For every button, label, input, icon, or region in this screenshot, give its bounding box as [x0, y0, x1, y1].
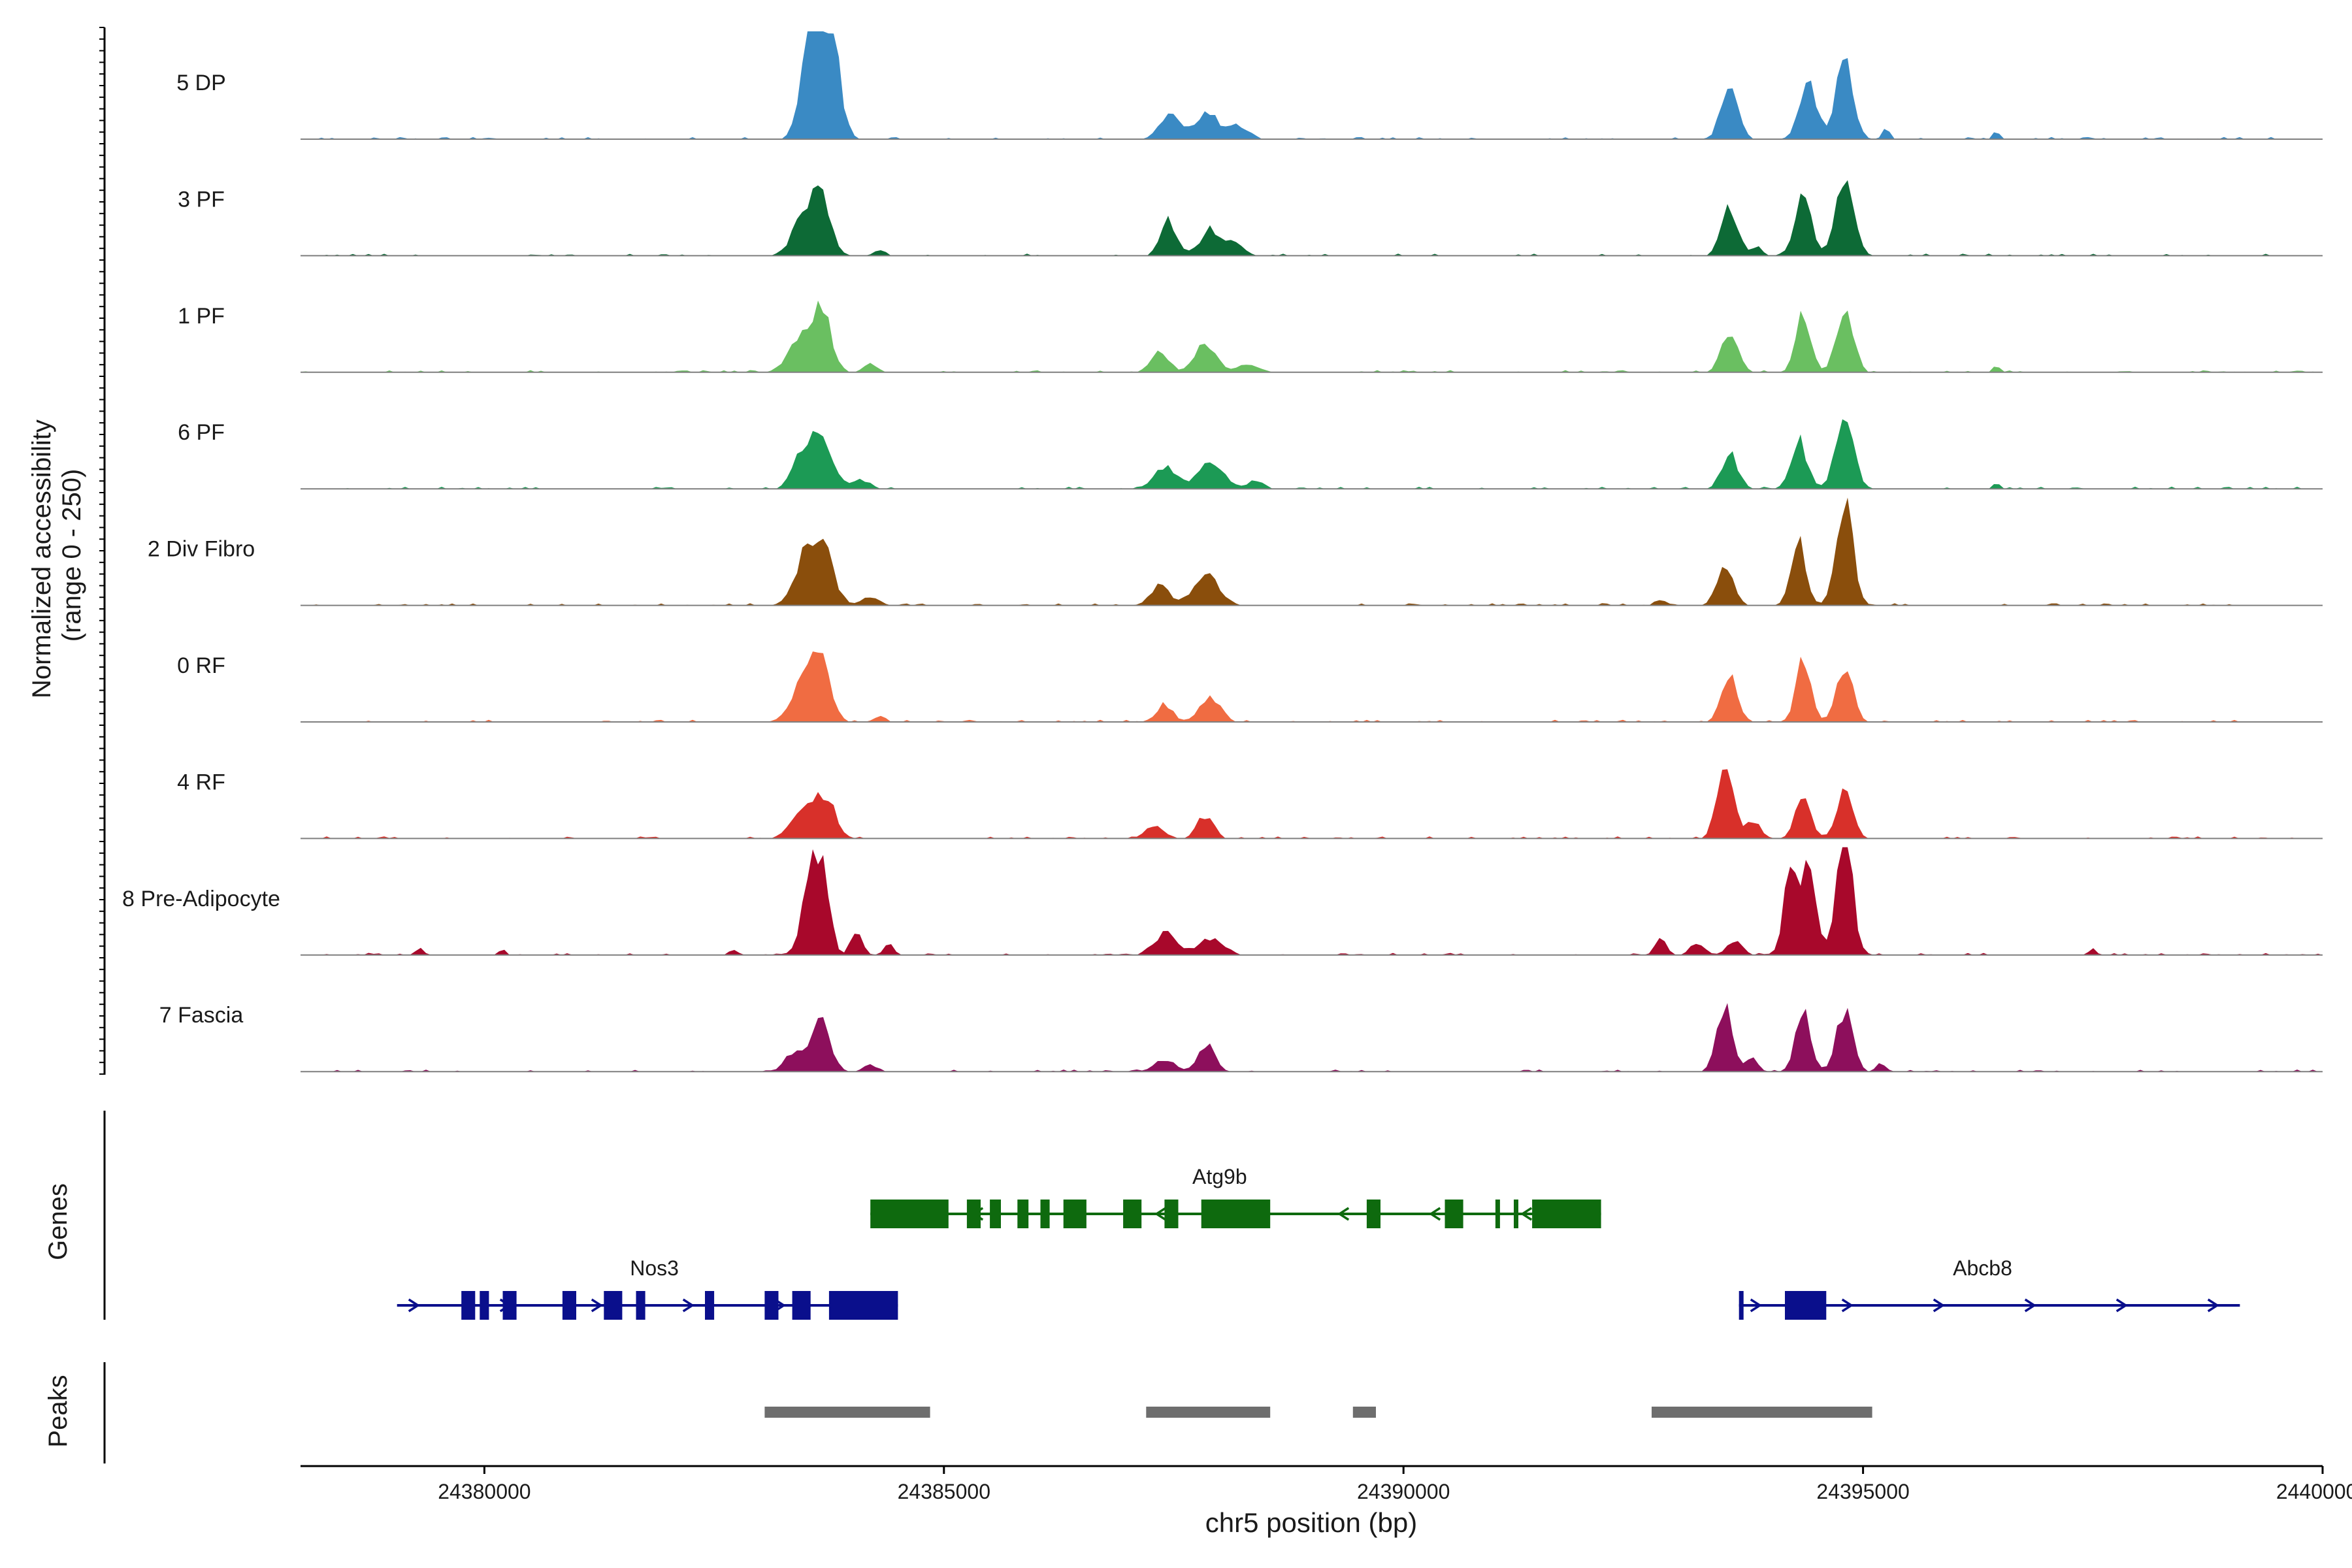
gene-exon [764, 1291, 779, 1320]
x-axis-label: chr5 position (bp) [1205, 1507, 1418, 1538]
peak-track [103, 1362, 1872, 1463]
strand-arrow [591, 1298, 603, 1313]
track-6-pf: 6 PF [178, 419, 2323, 490]
strand-arrow [2024, 1298, 2036, 1313]
strand-arrow [1933, 1298, 1945, 1313]
strand-arrow [1520, 1207, 1533, 1221]
track-7-fascia: 7 Fascia [159, 1003, 2323, 1073]
gene-exon [792, 1291, 811, 1320]
strand-arrow [1154, 1207, 1167, 1221]
track-label-0-rf: 0 RF [177, 653, 225, 678]
x-tick-label: 24385000 [898, 1480, 990, 1503]
gene-exon [480, 1291, 489, 1320]
gene-label-nos3: Nos3 [630, 1256, 679, 1280]
strand-arrow [682, 1298, 694, 1313]
strand-arrow [408, 1298, 420, 1313]
track-0-rf: 0 RF [177, 651, 2323, 723]
gene-exon [1532, 1200, 1601, 1228]
coverage-area-8-pre-adipocyte [301, 847, 2323, 955]
gene-exon [1445, 1200, 1463, 1228]
gene-exon [1063, 1200, 1086, 1228]
gene-label-abcb8: Abcb8 [1953, 1256, 2012, 1280]
track-5-dp: 5 DP [176, 31, 2323, 140]
peak-region [1146, 1407, 1271, 1418]
coverage-area-7-fascia [301, 1003, 2323, 1072]
gene-exon [1785, 1291, 1827, 1320]
track-label-5-dp: 5 DP [176, 71, 226, 95]
strand-arrow [1428, 1207, 1441, 1221]
genes-track-label: Genes [44, 1183, 73, 1260]
coverage-area-6-pf [301, 419, 2323, 489]
peak-region [1652, 1407, 1872, 1418]
track-label-3-pf: 3 PF [178, 187, 225, 212]
gene-exon [461, 1291, 476, 1320]
y-axis-label: Normalized accessibility (range 0 - 250) [27, 412, 86, 698]
gene-abcb8: Abcb8 [1739, 1256, 2240, 1320]
gene-exon [502, 1291, 517, 1320]
gene-exon [990, 1200, 1001, 1228]
gene-exon [636, 1291, 645, 1320]
strand-arrow [1750, 1298, 1762, 1313]
coverage-tracks: 5 DP 3 PF 1 PF 6 PF 2 Div Fibro 0 RF 4 RF 8 Pre… [99, 27, 2323, 1075]
peaks-track-label: Peaks [44, 1375, 73, 1447]
track-label-2-div-fibro: 2 Div Fibro [148, 537, 255, 562]
gene-exon [828, 1291, 898, 1320]
gene-atg9b: Atg9b [870, 1165, 1601, 1228]
track-label-1-pf: 1 PF [178, 304, 225, 329]
x-tick-label: 24380000 [438, 1480, 531, 1503]
gene-exon [1366, 1200, 1380, 1228]
gene-exon [1164, 1200, 1179, 1228]
y-axis-label-line2: (range 0 - 250) [57, 469, 86, 642]
x-tick-label: 24400000 [2276, 1480, 2352, 1503]
x-axis: 24380000 24385000 24390000 24395000 24400000 [301, 1465, 2352, 1503]
peak-region [764, 1407, 930, 1418]
gene-exon [870, 1200, 949, 1228]
coverage-area-2-div-fibro [301, 497, 2323, 606]
track-label-8-pre-adipocyte: 8 Pre-Adipocyte [122, 887, 280, 911]
gene-exon [1514, 1200, 1518, 1228]
coverage-area-3-pf [301, 180, 2323, 256]
gene-exon [1201, 1200, 1271, 1228]
coverage-area-5-dp [301, 31, 2323, 139]
gene-label-atg9b: Atg9b [1192, 1165, 1247, 1188]
gene-exon [604, 1291, 623, 1320]
coverage-area-4-rf [301, 769, 2323, 839]
track-2-div-fibro: 2 Div Fibro [148, 497, 2323, 606]
track-label-7-fascia: 7 Fascia [159, 1003, 244, 1028]
track-8-pre-adipocyte: 8 Pre-Adipocyte [122, 847, 2323, 956]
gene-exon [1123, 1200, 1142, 1228]
strand-arrow [2207, 1298, 2219, 1313]
x-tick-label: 24390000 [1357, 1480, 1450, 1503]
coverage-area-0-rf [301, 651, 2323, 722]
x-tick-label: 24395000 [1816, 1480, 1909, 1503]
y-axis-label-line1: Normalized accessibility [27, 419, 56, 698]
gene-exon [1739, 1291, 1744, 1320]
track-label-4-rf: 4 RF [177, 770, 225, 794]
gene-exon [1495, 1200, 1500, 1228]
gene-track: Atg9b Nos3 Abcb8 [103, 1111, 2240, 1320]
track-1-pf: 1 PF [178, 301, 2323, 373]
peak-region [1352, 1407, 1376, 1418]
strand-arrow [2115, 1298, 2128, 1313]
gene-nos3: Nos3 [397, 1256, 898, 1320]
strand-arrow [1841, 1298, 1854, 1313]
gene-exon [1040, 1200, 1050, 1228]
track-label-6-pf: 6 PF [178, 420, 225, 445]
coverage-area-1-pf [301, 301, 2323, 372]
track-4-rf: 4 RF [177, 769, 2323, 840]
gene-exon [1017, 1200, 1029, 1228]
gene-exon [966, 1200, 981, 1228]
strand-arrow [1337, 1207, 1350, 1221]
track-3-pf: 3 PF [178, 180, 2323, 257]
gene-exon [705, 1291, 715, 1320]
gene-exon [562, 1291, 576, 1320]
